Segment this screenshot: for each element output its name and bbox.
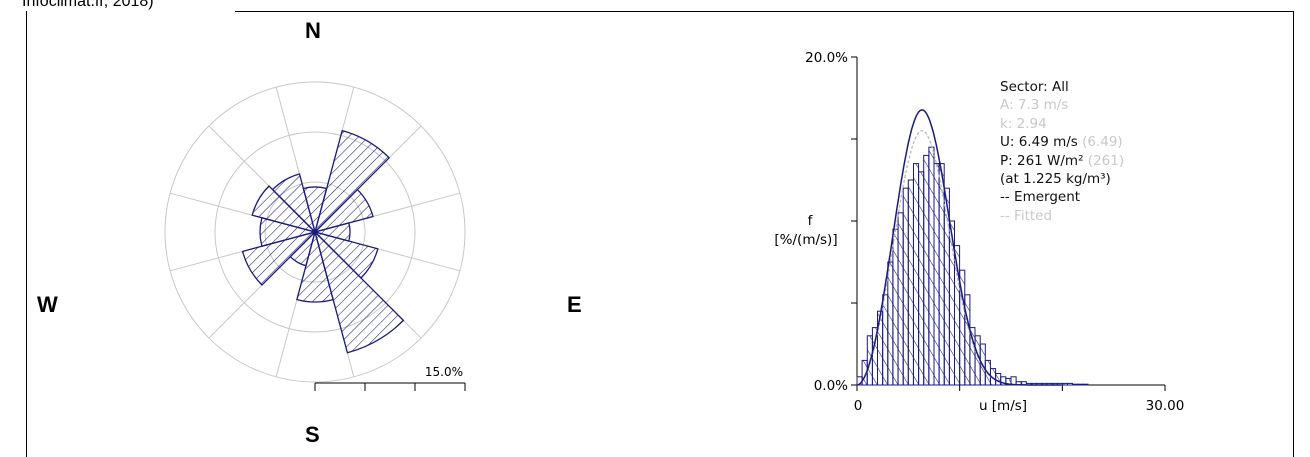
air-density-note: (at 1.225 kg/m³) — [1000, 171, 1111, 188]
hist-ylabel-line2: [%/(m/s)] — [774, 232, 837, 248]
hist-bar-5 — [882, 294, 889, 386]
hist-bar-8 — [897, 212, 904, 386]
compass-east-label: E — [567, 292, 582, 317]
rose-sector-10 — [251, 185, 318, 234]
power-density-stat: P: 261 W/m² (261) — [1000, 152, 1124, 170]
wind-rose-sectors — [241, 129, 405, 354]
histogram-bars — [856, 146, 1089, 386]
hist-bar-41 — [1067, 382, 1074, 386]
hist-bar-15 — [933, 163, 940, 386]
rose-ring-2 — [214, 131, 416, 333]
hist-bar-7 — [892, 228, 899, 386]
hist-ytick-label-bottom: 0.0% — [814, 378, 848, 394]
hist-bar-9 — [902, 187, 909, 386]
hist-bar-13 — [923, 154, 930, 386]
rose-scale-label: 15.0% — [425, 365, 463, 379]
legend-emergent: -- Emergent — [1000, 189, 1081, 206]
figure-caption: Infoclimat.fr, 2018) — [22, 0, 154, 10]
caption-underline — [235, 11, 1293, 12]
mean-speed-value: U: 6.49 m/s — [1000, 134, 1078, 151]
rose-sector-5 — [313, 229, 405, 354]
hist-bar-11 — [913, 163, 920, 386]
hist-bar-14 — [928, 146, 935, 386]
hist-bar-44 — [1082, 383, 1089, 386]
hist-bar-6 — [887, 261, 894, 386]
compass-west-label: W — [37, 292, 58, 317]
hist-bar-43 — [1077, 383, 1084, 386]
weibull-a-stat: A: 7.3 m/s — [1000, 97, 1069, 114]
mean-speed-stat: U: 6.49 m/s (6.49) — [1000, 133, 1124, 151]
mean-speed-fitted: (6.49) — [1082, 134, 1123, 151]
sector-title: Sector: All — [1000, 79, 1069, 95]
hist-bar-42 — [1072, 383, 1079, 386]
weibull-k-stat: k: 2.94 — [1000, 115, 1047, 132]
hist-ytick-label-top: 20.0% — [805, 50, 848, 66]
rose-sector-6 — [296, 229, 334, 303]
rose-sector-2 — [312, 188, 374, 234]
hist-bar-40 — [1061, 382, 1068, 386]
rose-ring-3 — [164, 81, 466, 383]
hist-ylabel-line1: f — [808, 213, 814, 229]
histogram-labels: 20.0% 0.0% 0 30.00 u [m/s] f [%/(m/s)] — [774, 50, 1184, 414]
hist-bar-27 — [995, 373, 1002, 386]
hist-xlabel: u [m/s] — [979, 398, 1027, 414]
hist-xtick-label-start: 0 — [854, 398, 863, 414]
histogram-stats-panel: Sector: All A: 7.3 m/s k: 2.94 U: 6.49 m… — [1000, 78, 1124, 225]
frame-right-border — [1293, 11, 1294, 457]
rose-spoke — [358, 192, 461, 221]
compass-south-label: S — [305, 422, 320, 447]
histogram-curves — [856, 109, 1062, 386]
hist-xtick-label-end: 30.00 — [1146, 398, 1185, 414]
rose-sector-8 — [241, 230, 318, 286]
hist-bar-10 — [907, 179, 914, 386]
rose-sector-11 — [271, 173, 317, 235]
legend-fitted: -- Fitted — [1000, 207, 1053, 224]
rose-sector-1 — [313, 129, 391, 235]
power-density-value: P: 261 W/m² — [1000, 152, 1084, 169]
hist-bar-12 — [918, 171, 925, 386]
rose-spoke — [275, 86, 304, 189]
wind-rose-scale: 15.0% — [314, 365, 466, 391]
frame-left-border — [26, 11, 27, 457]
power-density-fitted: (261) — [1087, 152, 1125, 169]
hist-bar-22 — [969, 327, 976, 386]
emergent-curve — [856, 109, 1062, 386]
compass-north-label: N — [305, 18, 321, 43]
